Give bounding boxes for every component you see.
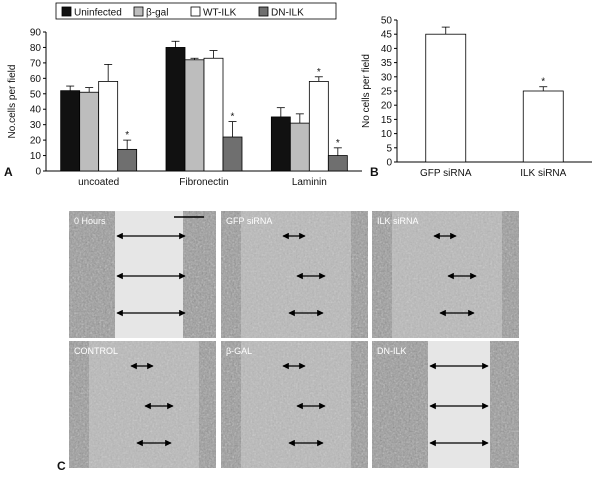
chart-b-category-label: GFP siRNA <box>420 168 472 179</box>
micrograph-wound-gap <box>428 341 490 468</box>
chart-b-y-tick-label: 40 <box>381 44 393 55</box>
chart-a-legend-label: WT-ILK <box>203 8 237 19</box>
chart-a-bar <box>117 148 138 172</box>
chart-a-bar <box>98 81 119 172</box>
chart-b-y-tick-label: 5 <box>386 143 392 154</box>
chart-a-bar <box>165 47 186 172</box>
chart-a-legend-label: DN-ILK <box>271 8 304 19</box>
chart-b-y-tick-label: 30 <box>381 72 393 83</box>
chart-b-y-tick-label: 20 <box>381 101 393 112</box>
chart-b: 0 5 10 15 20 25 30 35 40 45 50 No cells per field GF… <box>361 16 592 179</box>
chart-a-legend: Uninfected β-gal WT-ILK DN-ILK <box>55 2 337 20</box>
chart-a-category-label: uncoated <box>78 177 119 188</box>
chart-a-bar <box>60 90 81 172</box>
chart-a-significance-marker: * <box>336 138 340 149</box>
chart-a: Uninfected β-gal WT-ILK DN-ILK 0 10 20 30 40 50 6… <box>7 2 362 188</box>
micrograph-cells <box>69 341 216 468</box>
chart-a-bar <box>203 57 224 172</box>
chart-a-bar <box>79 91 100 172</box>
micrograph-cells <box>221 211 368 338</box>
chart-a-significance-marker: * <box>317 67 321 78</box>
micrograph-tile: ILK siRNA <box>372 211 519 338</box>
micrograph-wound-region <box>241 211 351 338</box>
chart-a-legend-swatch <box>190 6 201 17</box>
micrograph-cells <box>372 211 519 338</box>
chart-a-y-label: No.cells per field <box>7 65 18 139</box>
chart-a-legend-swatch <box>61 6 72 17</box>
chart-b-y-tick-label: 35 <box>381 58 393 69</box>
panel-label-c: C <box>57 459 66 473</box>
micrograph-wound-region <box>241 341 351 468</box>
micrograph-tile: CONTROL <box>69 341 216 468</box>
micrograph-label: 0 Hours <box>74 216 106 226</box>
chart-b-significance-marker: * <box>541 77 545 88</box>
chart-a-y-tick-label: 10 <box>30 151 42 162</box>
chart-a-y-tick-label: 60 <box>30 74 42 85</box>
chart-b-y-tick-label: 25 <box>381 87 393 98</box>
micrograph-grid: 0 Hours GFP siRNA ILK siRNA CONTROL β-GAL DN-… <box>69 211 519 468</box>
chart-a-legend-swatch <box>133 6 144 17</box>
chart-b-bar <box>425 33 467 163</box>
micrograph-label: CONTROL <box>74 346 118 356</box>
chart-a-bar <box>184 59 205 172</box>
chart-a-y-tick-label: 40 <box>30 105 42 116</box>
chart-b-y-tick-label: 0 <box>386 158 392 169</box>
chart-a-legend-swatch <box>258 6 269 17</box>
chart-b-category-label: ILK siRNA <box>520 168 566 179</box>
micrograph-tile: GFP siRNA <box>221 211 368 338</box>
micrograph-tile: 0 Hours <box>69 211 216 338</box>
chart-b-y-tick-label: 50 <box>381 16 393 27</box>
chart-a-y-tick-label: 50 <box>30 89 42 100</box>
chart-a-bar <box>308 81 329 172</box>
micrograph-tile: β-GAL <box>221 341 368 468</box>
chart-a-legend-label: β-gal <box>146 8 168 19</box>
chart-b-bar <box>522 90 564 163</box>
chart-a-y-tick-label: 70 <box>30 58 42 69</box>
chart-a-bar <box>270 116 291 172</box>
chart-a-y-tick-label: 20 <box>30 136 42 147</box>
micrograph-label: DN-ILK <box>377 346 407 356</box>
chart-b-y-tick-label: 10 <box>381 129 393 140</box>
chart-b-y-label: No cells per field <box>361 54 372 128</box>
chart-a-category-label: Laminin <box>292 177 327 188</box>
chart-a-bar <box>222 136 243 172</box>
chart-a-significance-marker: * <box>125 130 129 141</box>
chart-a-y-tick-label: 80 <box>30 43 42 54</box>
chart-a-category-label: Fibronectin <box>179 177 228 188</box>
chart-a-significance-marker: * <box>231 112 235 123</box>
micrograph-tile: DN-ILK <box>372 341 519 468</box>
chart-a-bar <box>327 155 348 172</box>
chart-a-y-tick-label: 90 <box>30 28 42 39</box>
micrograph-cells <box>221 341 368 468</box>
panel-label-a: A <box>4 165 13 179</box>
chart-a-legend-label: Uninfected <box>74 8 122 19</box>
chart-b-y-tick-label: 15 <box>381 115 393 126</box>
micrograph-wound-region <box>89 341 199 468</box>
micrograph-wound-region <box>392 211 502 338</box>
micrograph-label: β-GAL <box>226 346 252 356</box>
chart-a-y-tick-label: 30 <box>30 120 42 131</box>
micrograph-label: GFP siRNA <box>226 216 272 226</box>
chart-b-y-tick-label: 45 <box>381 30 393 41</box>
panel-label-b: B <box>370 165 379 179</box>
micrograph-wound-gap <box>115 211 183 338</box>
micrograph-label: ILK siRNA <box>377 216 419 226</box>
chart-a-bar <box>289 122 310 172</box>
chart-a-y-tick-label: 0 <box>35 167 41 178</box>
